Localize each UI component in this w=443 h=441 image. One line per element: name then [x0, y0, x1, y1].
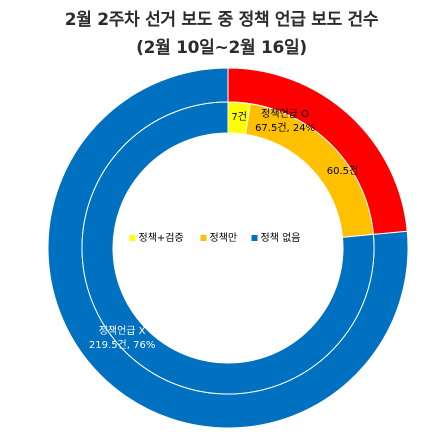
inner-ring-segment-3: [81, 101, 375, 395]
outer-label-value-1: 67.5건, 24%: [255, 122, 315, 134]
data-labels: 정책언급 O 67.5건, 24% 정책언급 X 219.5건, 76% 7건 60.5건: [89, 108, 358, 351]
legend-swatch-2: [200, 235, 207, 241]
legend-label-3: 정책 없음: [261, 231, 301, 244]
outer-label-value-2: 219.5건, 76%: [89, 339, 155, 351]
outer-label-name-1: 정책언급 O: [261, 108, 309, 120]
inner-ring: [81, 101, 375, 395]
inner-label-1: 7건: [231, 111, 247, 123]
legend-swatch-3: [251, 235, 258, 241]
legend-label-1: 정책+검증: [139, 232, 184, 244]
legend: 정책+검증 정책만 정책 없음: [129, 231, 301, 244]
chart-title-line-2: (2월 10일~2월 16일): [136, 38, 307, 58]
legend-swatch-1: [129, 235, 136, 241]
legend-label-2: 정책만: [210, 232, 238, 244]
outer-label-name-2: 정책언급 X: [99, 325, 146, 337]
chart-title-line-1: 2월 2주차 선거 보도 중 정책 언급 보도 건수: [64, 10, 379, 30]
inner-label-2: 60.5건: [327, 165, 358, 177]
